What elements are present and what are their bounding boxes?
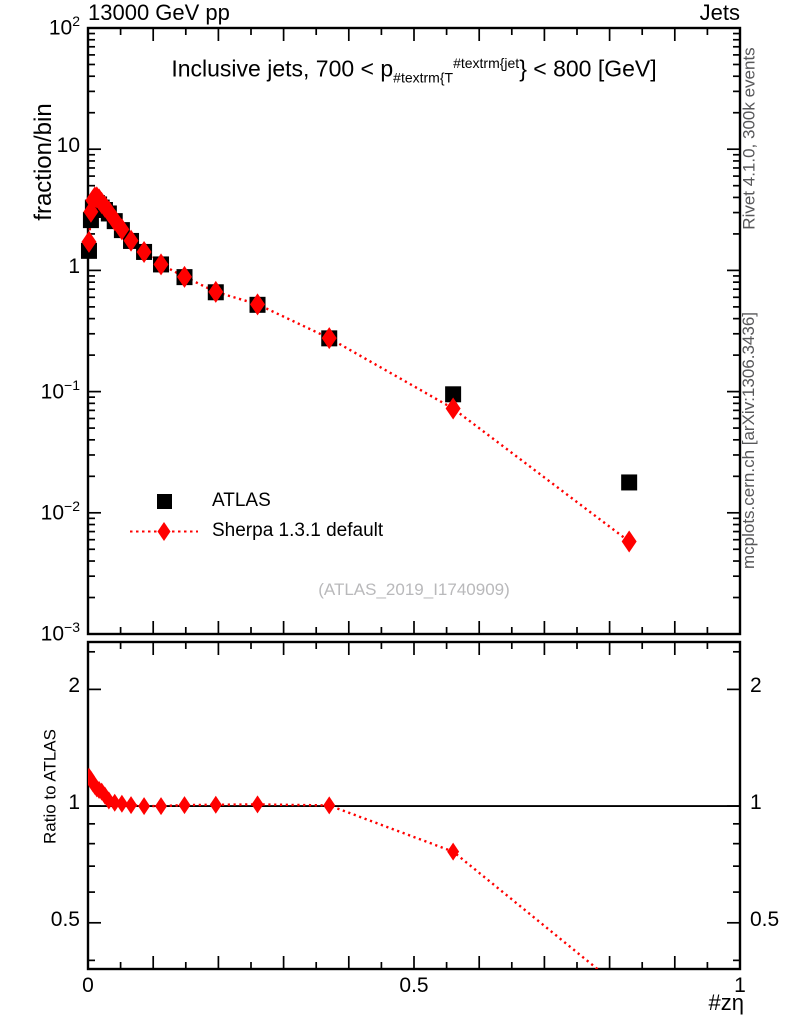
data-point-sherpa — [208, 280, 224, 303]
data-point-atlas — [621, 474, 638, 491]
data-point-sherpa — [621, 530, 637, 553]
data-point-sherpa — [177, 265, 192, 288]
legend-label-sherpa: Sherpa 1.3.1 default — [212, 520, 384, 541]
ratio-point-sherpa — [138, 797, 151, 816]
ratio-point-sherpa — [447, 842, 460, 861]
y-tick-label-main-4: 10−2 — [40, 497, 80, 525]
plot-title: Inclusive jets, 700 < p#textrm{T#textrm{… — [88, 56, 740, 85]
x-tick-label-0: 0 — [82, 974, 94, 997]
y-tick-label-main-3: 10−1 — [40, 376, 80, 404]
y-tick-label-main-0: 102 — [48, 13, 80, 40]
data-point-sherpa — [136, 240, 152, 263]
ratio-point-sherpa — [155, 797, 168, 816]
ratio-data-group — [88, 767, 600, 969]
ratio-point-sherpa — [108, 793, 121, 812]
ratio-point-sherpa — [115, 794, 128, 813]
data-point-sherpa — [445, 397, 461, 420]
y-tick-label-ratio-left-0: 2 — [68, 674, 80, 698]
ratio-point-sherpa — [178, 796, 191, 815]
y-tick-label-main-5: 10−3 — [40, 619, 80, 646]
y-tick-label-main-1: 10 — [56, 134, 80, 158]
process-label: Jets — [699, 0, 740, 25]
plot-title-prefix: Inclusive jets, 700 < p — [171, 55, 394, 82]
beam-energy-label: 13000 GeV pp — [88, 0, 230, 25]
ratio-point-sherpa — [251, 795, 264, 814]
main-plot-panel — [80, 26, 742, 636]
y-tick-label-ratio-right-2: 0.5 — [750, 907, 780, 931]
legend-label-atlas: ATLAS — [212, 490, 271, 511]
data-point-atlas — [445, 386, 462, 403]
data-point-sherpa — [123, 229, 139, 252]
analysis-id-watermark: (ATLAS_2019_I1740909) — [318, 580, 510, 599]
y-tick-label-main-2: 1 — [68, 255, 80, 279]
x-axis-label: #zη — [708, 990, 744, 1015]
x-tick-label-2: 1 — [734, 974, 746, 997]
y-tick-label-ratio-right-1: 1 — [750, 791, 762, 815]
data-point-sherpa — [321, 327, 337, 350]
plot-title-superscript: #textrm{jet — [453, 55, 520, 71]
plot-title-subscript: #textrm{T — [393, 69, 454, 86]
legend-key-square-icon — [128, 486, 200, 516]
x-tick-label-1: 0.5 — [399, 974, 429, 997]
data-point-sherpa — [250, 293, 266, 316]
plot-title-suffix: } < 800 [GeV] — [519, 55, 657, 82]
y-tick-label-ratio-left-1: 1 — [68, 791, 80, 815]
ratio-point-sherpa — [125, 796, 138, 815]
data-point-sherpa — [81, 230, 97, 253]
ratio-point-sherpa — [323, 796, 336, 815]
data-point-sherpa — [114, 218, 130, 241]
ratio-point-sherpa — [209, 795, 222, 814]
legend-key-diamond-icon — [128, 516, 200, 546]
y-tick-label-ratio-left-2: 0.5 — [50, 907, 80, 931]
data-point-sherpa — [153, 253, 169, 276]
y-tick-label-ratio-right-0: 2 — [750, 674, 762, 698]
